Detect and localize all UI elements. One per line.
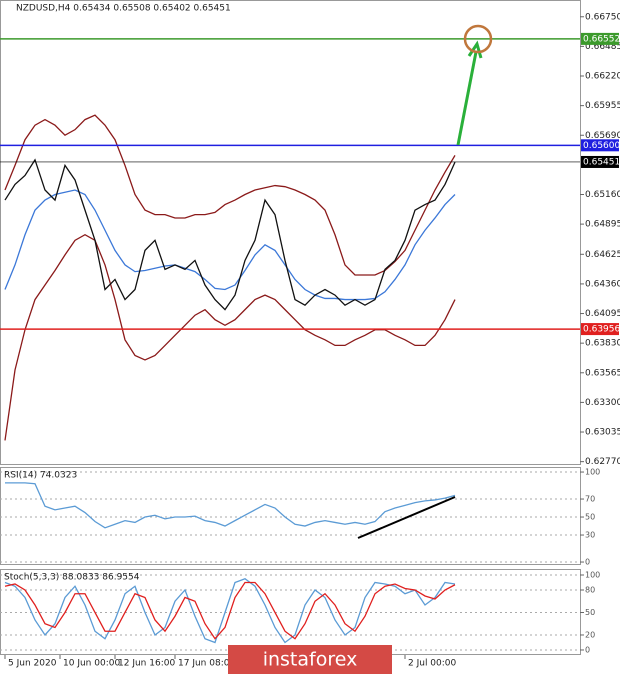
y-tick-label: 100 [585, 468, 600, 477]
level-label-box [581, 32, 619, 45]
y-tick-label: 0.64360 [585, 279, 620, 289]
y-tick-label: 0 [585, 558, 590, 567]
y-tick-label: 0.65955 [585, 101, 620, 111]
panel-frame [0, 467, 581, 565]
y-tick-label: 20 [585, 630, 595, 639]
x-tick-label: 17 Jun 08:00 [178, 659, 235, 669]
series-line [4, 581, 456, 640]
y-tick-label: 0.63035 [585, 428, 620, 438]
panel-title: Stoch(5,3,3) 88.0833 86.9554 [4, 573, 140, 583]
target-circle [463, 24, 493, 54]
level-label: 0.66552 [583, 34, 620, 44]
level-label-box [581, 155, 619, 168]
series-line [4, 578, 456, 644]
arrow-head [467, 40, 483, 59]
y-tick-label: 0.63565 [585, 368, 620, 378]
level-label: 0.65451 [583, 157, 620, 167]
y-tick-label: 0.65160 [585, 190, 620, 200]
y-tick-label: 0.66485 [585, 42, 620, 52]
y-tick-label: 0.63830 [585, 339, 620, 349]
panel-title: RSI(14) 74.0323 [4, 471, 77, 481]
series-line [5, 482, 456, 529]
y-tick-label: 0.66220 [585, 72, 620, 82]
x-tick-label: 12 Jun 16:00 [118, 659, 175, 669]
y-tick-label: 0.62770 [585, 457, 620, 467]
y-tick-label: 0.64625 [585, 250, 620, 260]
x-tick-label: 2 Jul 00:00 [408, 659, 457, 669]
panel-frame [0, 0, 581, 465]
y-tick-label: 0.64895 [585, 220, 620, 230]
y-tick-label: 70 [585, 495, 595, 504]
watermark: instaforex [263, 649, 358, 671]
y-tick-label: 0.64095 [585, 309, 620, 319]
y-tick-label: 50 [585, 513, 595, 522]
level-label-box [581, 323, 619, 336]
y-tick-label: 0.66750 [585, 12, 620, 22]
level-label-box [581, 139, 619, 152]
watermark-box [228, 645, 392, 674]
y-tick-label: 50 [585, 608, 595, 617]
panel-title: NZDUSD,H4 0.65434 0.65508 0.65402 0.6545… [16, 4, 231, 14]
trend-line [357, 496, 456, 539]
y-tick-label: 80 [585, 585, 595, 594]
forecast-arrow [456, 51, 478, 146]
y-tick-label: 0 [585, 645, 590, 654]
level-label: 0.63956 [583, 325, 620, 335]
y-tick-label: 30 [585, 531, 595, 540]
x-tick-label: 5 Jun 2020 [8, 659, 57, 669]
y-tick-label: 0.63300 [585, 398, 620, 408]
series-line [4, 158, 456, 311]
y-tick-label: 100 [585, 570, 600, 579]
series-line [4, 189, 456, 301]
level-label: 0.65600 [583, 141, 620, 151]
x-tick-label: 10 Jun 00:00 [63, 659, 120, 669]
series-line [4, 114, 456, 276]
y-tick-label: 0.65690 [585, 131, 620, 141]
